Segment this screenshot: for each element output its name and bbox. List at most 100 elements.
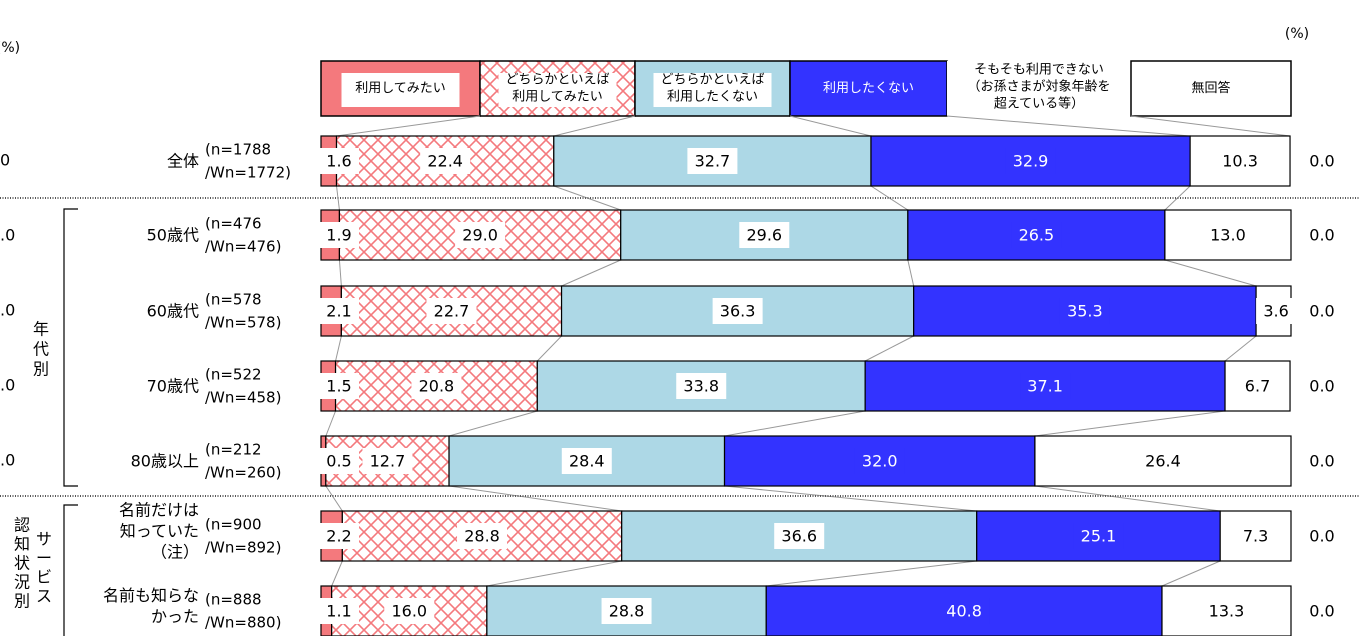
group-label-char: 状 [14, 554, 30, 573]
value-label-somewhat-not: 36.3 [720, 302, 756, 321]
group-bracket [63, 504, 78, 636]
value-label-bg [1137, 448, 1188, 474]
series-connector [331, 560, 343, 587]
group-label-char: ス [36, 587, 52, 606]
value-label-bg [319, 373, 359, 399]
value-label-like: 1.6 [326, 152, 351, 171]
value-label-bg [319, 523, 359, 549]
value-label-somewhat-like: 29.0 [462, 226, 498, 245]
value-label-bg [457, 523, 508, 549]
value-label-cannot-use: 10.3 [1222, 152, 1258, 171]
value-label-no-answer: 0.0 [1309, 602, 1334, 621]
value-label-bg [1235, 523, 1276, 549]
value-label-bg [676, 373, 727, 399]
value-label-bg [1237, 373, 1278, 399]
value-label-bg [420, 148, 471, 174]
value-label-somewhat-not: 33.8 [683, 377, 719, 396]
group-label-char: ー [36, 549, 52, 568]
series-connector [1034, 485, 1221, 512]
row-n-label: (n=476 [205, 215, 262, 233]
series-connector [486, 560, 622, 587]
value-label-like: 1.9 [326, 226, 351, 245]
value-label-not-like: 32.0 [862, 452, 898, 471]
series-connector [448, 485, 622, 512]
row-wn-label: /Wn=260) [205, 464, 281, 482]
value-label-not-like: 35.3 [1067, 302, 1103, 321]
group-label-char: 別 [14, 592, 30, 611]
row-n-label: (n=888 [205, 591, 262, 609]
row-n-label: (n=900 [205, 516, 262, 534]
value-label-not-like: 25.1 [1081, 527, 1117, 546]
value-label-bg [687, 148, 738, 174]
legend-item-not-like: 利用したくない [789, 60, 948, 117]
series-connector [766, 560, 977, 587]
legend-connector [336, 115, 481, 137]
group-label-char: 知 [14, 535, 30, 554]
legend-swatch [947, 61, 1131, 116]
value-label-somewhat-not: 32.7 [695, 152, 731, 171]
group-label-char: ビ [36, 568, 52, 587]
series-connector [1224, 335, 1257, 362]
value-label-bg [319, 148, 359, 174]
value-label-bg [319, 598, 359, 624]
legend-label: 利用したくない [823, 81, 914, 96]
value-label-no-answer: 0.0 [1309, 377, 1334, 396]
left-value-label: .0 [0, 301, 15, 320]
left-value-label: .0 [0, 226, 15, 245]
value-label-somewhat-like: 20.8 [419, 377, 455, 396]
row-label: 70歳代 [147, 377, 199, 396]
series-connector [325, 485, 343, 512]
value-label-not-like: 32.9 [1013, 152, 1049, 171]
legend-item-like: 利用してみたい [320, 60, 481, 117]
series-connector [870, 185, 909, 211]
row-n-label: (n=1788 [205, 141, 271, 159]
value-label-bg [739, 222, 790, 248]
series-connector [335, 335, 342, 362]
value-label-bg [1215, 148, 1266, 174]
value-label-somewhat-like: 22.4 [427, 152, 463, 171]
row-n-label: (n=212 [205, 441, 262, 459]
value-label-not-like: 26.5 [1019, 226, 1055, 245]
unit-label-right: (%) [1285, 26, 1309, 42]
group-label-char: 認 [14, 516, 30, 535]
value-label-bg [384, 598, 435, 624]
series-connector [1034, 410, 1226, 437]
value-label-bg [319, 222, 359, 248]
legend-label-bg [653, 73, 772, 107]
value-label-bg [1059, 298, 1110, 324]
row-wn-label: /Wn=458) [205, 389, 281, 407]
series-connector [325, 410, 337, 437]
unit-label-left: (%) [0, 40, 20, 56]
value-label-cannot-use: 6.7 [1245, 377, 1270, 396]
legend-item-no-answer: 無回答 [1130, 60, 1292, 117]
bar-row [320, 360, 1291, 412]
value-label-bg [774, 523, 825, 549]
row-n-label: (n=578 [205, 291, 262, 309]
value-label-bg [455, 222, 506, 248]
value-label-bg [601, 598, 652, 624]
value-label-cannot-use: 13.0 [1210, 226, 1246, 245]
value-label-bg [1005, 148, 1056, 174]
row-wn-label: /Wn=476) [205, 238, 281, 256]
value-label-somewhat-like: 28.8 [464, 527, 500, 546]
group-label-char: 別 [33, 360, 49, 379]
group-label-age: 年代別 [33, 320, 49, 379]
legend-label: 超えている等） [994, 96, 1084, 112]
value-label-like: 2.2 [326, 527, 351, 546]
value-label-like: 2.1 [326, 302, 351, 321]
value-label-somewhat-like: 12.7 [370, 452, 406, 471]
value-label-like: 1.1 [326, 602, 351, 621]
value-label-somewhat-not: 28.8 [609, 602, 645, 621]
legend-label-bg [498, 73, 617, 107]
value-label-not-like: 40.8 [946, 602, 982, 621]
row-wn-label: /Wn=578) [205, 314, 281, 332]
row-label-line: （注） [151, 543, 199, 562]
series-connector [338, 259, 342, 287]
row-label-line: 知っていた [120, 522, 199, 541]
group-label-char: 年 [33, 320, 49, 339]
row-label-line: 名前だけは [119, 501, 199, 520]
legend-connector [553, 115, 636, 137]
